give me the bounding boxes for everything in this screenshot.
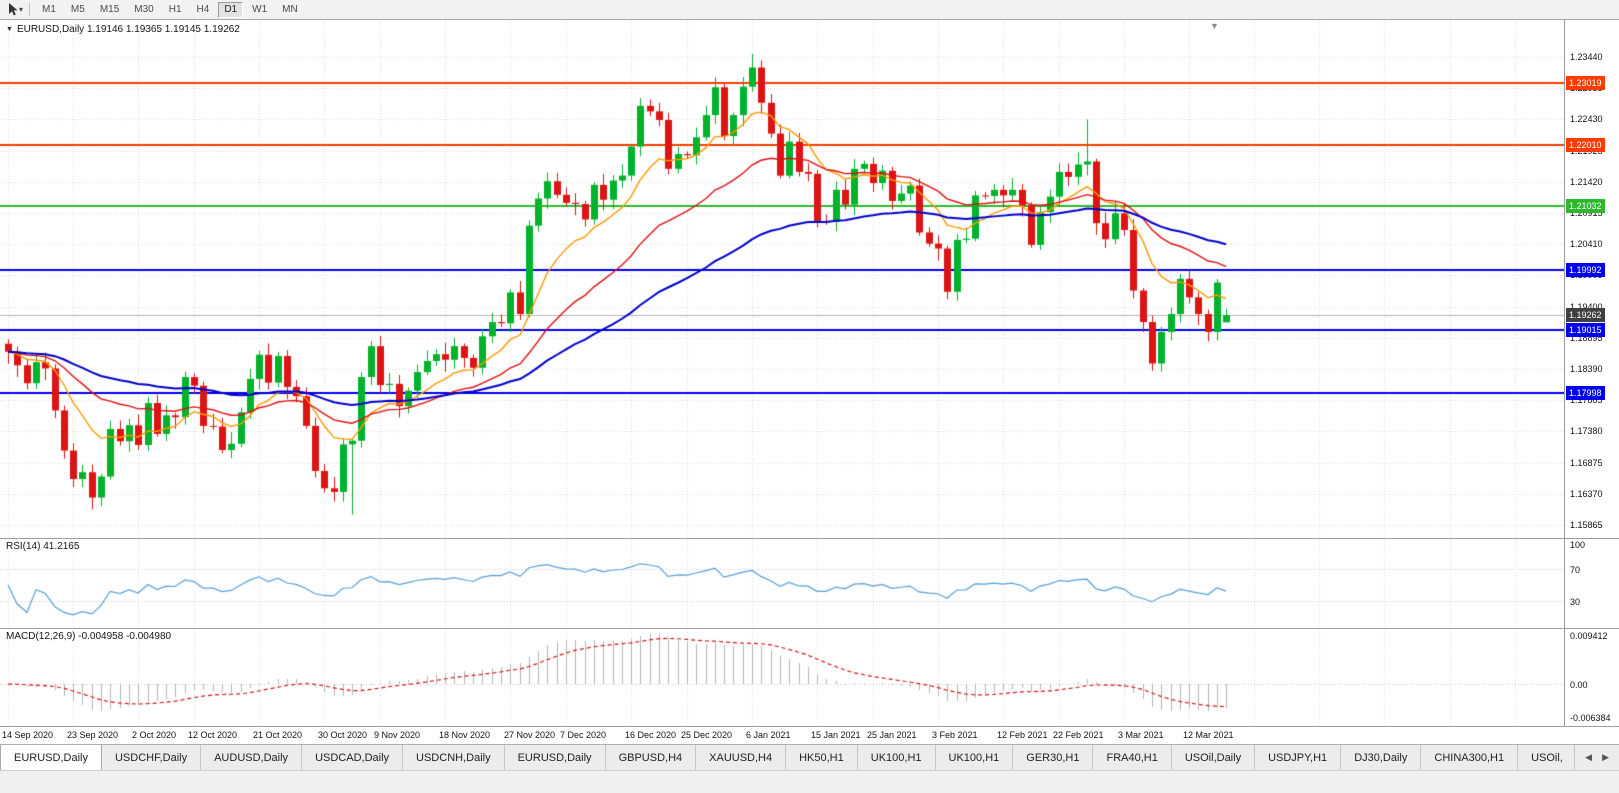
tab-scroll-left-icon[interactable]: ◀ (1585, 752, 1593, 762)
date-label-3-mar-2021: 3 Mar 2021 (1118, 730, 1164, 740)
date-label-2-oct-2020: 2 Oct 2020 (132, 730, 177, 740)
collapse-triangle-icon[interactable]: ▼ (6, 26, 13, 33)
date-label-18-nov-2020: 18 Nov 2020 (439, 730, 491, 740)
hline-price-label-1.17998: 1.17998 (1566, 386, 1605, 400)
macd-tick--0.006384: -0.006384 (1570, 713, 1611, 723)
date-label-30-oct-2020: 30 Oct 2020 (318, 730, 368, 740)
price-tick-1.17885: 1.17885 (1570, 395, 1603, 405)
timeframe-button-H4[interactable]: H4 (196, 3, 210, 15)
macd-tick-0.009412: 0.009412 (1570, 631, 1608, 641)
status-strip (0, 770, 1619, 793)
tab-scroll-right-icon[interactable]: ▶ (1602, 752, 1609, 762)
price-tick-1.20915: 1.20915 (1570, 208, 1603, 218)
rsi-tick-70: 70 (1570, 565, 1581, 575)
date-label-14-sep-2020: 14 Sep 2020 (2, 730, 54, 740)
price-tick-1.21420: 1.21420 (1570, 177, 1603, 187)
time-axis[interactable]: 14 Sep 2020 23 Sep 2020 2 Oct 2020 12 Oct 2… (0, 727, 1619, 744)
date-label-23-sep-2020: 23 Sep 2020 (67, 730, 119, 740)
chart-tab-usdchf-daily[interactable]: USDCHF,Daily (101, 745, 202, 770)
chart-tab-eurusd-daily[interactable]: EURUSD,Daily (0, 745, 102, 770)
price-tick-1.15865: 1.15865 (1570, 520, 1603, 530)
chart-tab-uk100-h1[interactable]: UK100,H1 (935, 745, 1014, 770)
rsi-tick-100: 100 (1570, 540, 1586, 550)
hline-price-label-1.23019: 1.23019 (1566, 76, 1605, 90)
date-label-21-oct-2020: 21 Oct 2020 (253, 730, 303, 740)
tab-scroll-buttons: ◀ ▶ (1574, 745, 1619, 770)
date-label-6-jan-2021: 6 Jan 2021 (746, 730, 791, 740)
hline-price-label-1.22010: 1.22010 (1566, 138, 1605, 152)
timeframe-button-H1[interactable]: H1 (168, 3, 182, 15)
macd-indicator-label: MACD(12,26,9) -0.004958 -0.004980 (6, 631, 172, 642)
price-axis[interactable]: 1.234401.229351.224301.219251.214201.209… (1564, 20, 1619, 726)
timeframe-button-W1[interactable]: W1 (252, 3, 268, 15)
date-label-3-feb-2021: 3 Feb 2021 (932, 730, 978, 740)
date-label-27-nov-2020: 27 Nov 2020 (504, 730, 556, 740)
hline-price-label-1.19992: 1.19992 (1566, 263, 1605, 277)
timeframe-button-M30[interactable]: M30 (134, 3, 154, 15)
timeframe-toolbar: ▾ M1 M5 M15 M30 H1 H4 D1 W1 MN (0, 0, 1619, 20)
chart-tab-usoil[interactable]: USOil, (1518, 745, 1577, 770)
price-tick-1.19400: 1.19400 (1570, 302, 1603, 312)
chart-title: ▼ EURUSD,Daily 1.19146 1.19365 1.19145 1.… (6, 24, 240, 35)
chart-tab-dj30-daily[interactable]: DJ30,Daily (1341, 745, 1422, 770)
dropdown-caret-icon[interactable]: ▾ (19, 5, 24, 14)
price-tick-1.22430: 1.22430 (1570, 114, 1603, 124)
price-tick-1.17380: 1.17380 (1570, 426, 1603, 436)
chart-tab-bar: EURUSD,Daily USDCHF,Daily AUDUSD,Daily USDC… (0, 744, 1619, 770)
price-chart-canvas[interactable] (0, 20, 1564, 726)
date-label-12-oct-2020: 12 Oct 2020 (188, 730, 238, 740)
date-label-25-jan-2021: 25 Jan 2021 (867, 730, 917, 740)
chart-tab-usdcnh-daily[interactable]: USDCNH,Daily (403, 745, 505, 770)
price-tick-1.18895: 1.18895 (1570, 333, 1603, 343)
chart-tab-gbpusd-h4[interactable]: GBPUSD,H4 (605, 745, 697, 770)
price-tick-1.16370: 1.16370 (1570, 489, 1603, 499)
timeframe-button-M15[interactable]: M15 (99, 3, 120, 15)
chart-tab-ger30-h1[interactable]: GER30,H1 (1013, 745, 1094, 770)
timeframe-buttons: M1 M5 M15 M30 H1 H4 D1 W1 MN (36, 1, 304, 18)
date-label-16-dec-2020: 16 Dec 2020 (625, 730, 677, 740)
chart-tab-usdjpy-h1[interactable]: USDJPY,H1 (1255, 745, 1342, 770)
macd-panel-splitter[interactable] (0, 628, 1619, 629)
chart-tab-uk100-h1[interactable]: UK100,H1 (857, 745, 936, 770)
time-axis-border (0, 726, 1619, 727)
price-tick-1.23440: 1.23440 (1570, 52, 1603, 62)
price-tick-1.16875: 1.16875 (1570, 458, 1603, 468)
current-price-label: 1.19262 (1566, 308, 1605, 322)
toolbar-separator (29, 3, 31, 16)
rsi-indicator-label: RSI(14) 41.2165 (6, 541, 80, 552)
chart-shift-marker-icon[interactable]: ▼ (1210, 21, 1219, 31)
price-tick-1.20410: 1.20410 (1570, 239, 1603, 249)
date-label-22-feb-2021: 22 Feb 2021 (1053, 730, 1104, 740)
date-label-25-dec-2020: 25 Dec 2020 (681, 730, 733, 740)
date-label-7-dec-2020: 7 Dec 2020 (560, 730, 607, 740)
hline-price-label-1.21032: 1.21032 (1566, 199, 1605, 213)
chart-tab-eurusd-daily[interactable]: EURUSD,Daily (504, 745, 606, 770)
rsi-panel-splitter[interactable] (0, 538, 1619, 539)
timeframe-button-M5[interactable]: M5 (70, 3, 85, 15)
macd-tick-0.00: 0.00 (1570, 680, 1588, 690)
timeframe-button-M1[interactable]: M1 (42, 3, 56, 15)
hline-price-label-1.19015: 1.19015 (1566, 323, 1605, 337)
chart-tab-usoil-daily[interactable]: USOil,Daily (1171, 745, 1256, 770)
cursor-arrow-icon[interactable] (5, 2, 21, 18)
chart-tab-china300-h1[interactable]: CHINA300,H1 (1421, 745, 1519, 770)
rsi-tick-30: 30 (1570, 597, 1581, 607)
timeframe-button-MN[interactable]: MN (282, 3, 298, 15)
date-label-15-jan-2021: 15 Jan 2021 (811, 730, 861, 740)
chart-tab-audusd-daily[interactable]: AUDUSD,Daily (201, 745, 303, 770)
chart-tab-hk50-h1[interactable]: HK50,H1 (786, 745, 858, 770)
chart-tab-fra40-h1[interactable]: FRA40,H1 (1093, 745, 1172, 770)
timeframe-button-D1[interactable]: D1 (218, 1, 244, 18)
chart-tab-xauusd-h4[interactable]: XAUUSD,H4 (696, 745, 787, 770)
date-label-12-mar-2021: 12 Mar 2021 (1183, 730, 1234, 740)
date-label-12-feb-2021: 12 Feb 2021 (997, 730, 1048, 740)
price-tick-1.18390: 1.18390 (1570, 364, 1603, 374)
chart-tab-usdcad-daily[interactable]: USDCAD,Daily (302, 745, 404, 770)
date-label-9-nov-2020: 9 Nov 2020 (374, 730, 421, 740)
